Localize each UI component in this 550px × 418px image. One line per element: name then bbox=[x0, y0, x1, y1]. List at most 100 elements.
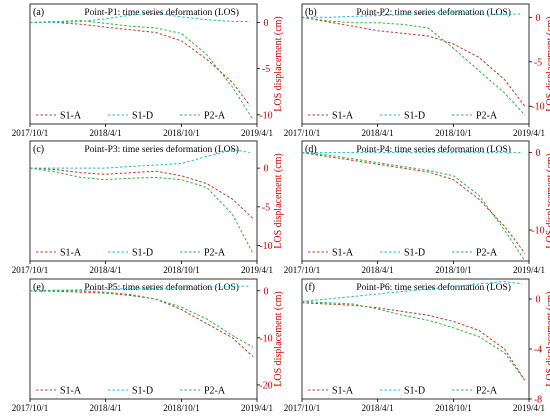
legend-label-s1-d: S1-D bbox=[132, 248, 153, 259]
panel-title: Point-P3: time series deformation (LOS) bbox=[84, 144, 239, 155]
legend-label-s1-a: S1-A bbox=[60, 386, 82, 397]
x-tick-label: 2018/4/1 bbox=[90, 128, 122, 138]
plot-frame bbox=[29, 3, 258, 125]
y-axis-label: LOS displacement (cm) bbox=[545, 16, 550, 112]
series-line-p2-a bbox=[29, 289, 254, 348]
x-tick-label: 2018/4/1 bbox=[362, 128, 394, 138]
y-tick-label: -5 bbox=[534, 57, 542, 68]
legend-label-s1-d: S1-D bbox=[404, 248, 425, 259]
x-tick-label: 2017/10/1 bbox=[284, 403, 321, 413]
series-line-s1-a bbox=[301, 16, 526, 107]
x-tick-label: 2018/10/1 bbox=[163, 128, 200, 138]
plot-frame bbox=[301, 3, 530, 125]
legend-label-s1-a: S1-A bbox=[60, 111, 82, 122]
x-tick-label: 2017/10/1 bbox=[12, 128, 49, 138]
chart-panel-4: 2017/10/1 2018/4/1 2018/10/1 2019/4/1 0 -10 LO… bbox=[284, 140, 550, 275]
plot-frame bbox=[301, 278, 530, 400]
y-tick-label: -10 bbox=[531, 102, 544, 113]
series-line-s1-a bbox=[29, 290, 254, 357]
legend-label-s1-a: S1-A bbox=[60, 248, 82, 259]
series-line-p2-a bbox=[29, 167, 254, 254]
y-tick-label: 0 bbox=[264, 286, 269, 297]
panel-title: Point-P6: time series deformation (LOS) bbox=[356, 282, 511, 293]
x-tick-label: 2019/4/1 bbox=[513, 403, 545, 413]
panel-label: (a) bbox=[33, 7, 44, 18]
series-line-s1-d bbox=[302, 11, 522, 18]
x-tick-label: 2017/10/1 bbox=[12, 403, 49, 413]
y-tick-label: 0 bbox=[536, 148, 541, 159]
x-tick-label: 2017/10/1 bbox=[284, 265, 321, 275]
legend-label-p2-a: P2-A bbox=[476, 111, 498, 122]
legend-label-s1-d: S1-D bbox=[404, 386, 425, 397]
panel-label: (b) bbox=[305, 7, 317, 18]
series-line-s1-a bbox=[301, 152, 526, 254]
y-tick-label: -8 bbox=[534, 395, 542, 406]
chart-panel-6: 2017/10/1 2018/4/1 2018/10/1 2019/4/1 0 -4 -8L… bbox=[284, 278, 550, 413]
panel-label: (d) bbox=[305, 144, 317, 155]
series-line-p2-a bbox=[29, 20, 254, 120]
x-tick-label: 2018/4/1 bbox=[90, 265, 122, 275]
panel-label: (e) bbox=[33, 282, 44, 293]
x-tick-label: 2018/4/1 bbox=[90, 403, 122, 413]
x-tick-label: 2018/10/1 bbox=[435, 265, 472, 275]
y-axis-label: LOS displacement (cm) bbox=[273, 16, 284, 112]
y-axis-label: LOS displacement (cm) bbox=[273, 291, 284, 387]
x-tick-label: 2019/4/1 bbox=[241, 128, 273, 138]
x-tick-label: 2018/4/1 bbox=[362, 403, 394, 413]
x-tick-label: 2018/10/1 bbox=[163, 265, 200, 275]
y-tick-label: -20 bbox=[259, 380, 272, 391]
chart-panel-3: 2017/10/1 2018/4/1 2018/10/1 2019/4/1 0 -5 -10… bbox=[12, 140, 284, 275]
legend-label-s1-a: S1-A bbox=[332, 248, 354, 259]
y-tick-label: -5 bbox=[262, 202, 270, 213]
x-tick-label: 2017/10/1 bbox=[12, 265, 49, 275]
x-tick-label: 2019/4/1 bbox=[513, 265, 545, 275]
panel-title: Point-P4: time series deformation (LOS) bbox=[356, 144, 511, 155]
series-line-s1-a bbox=[29, 167, 254, 219]
y-tick-label: -10 bbox=[259, 110, 272, 121]
x-tick-label: 2019/4/1 bbox=[241, 403, 273, 413]
x-tick-label: 2019/4/1 bbox=[513, 128, 545, 138]
y-tick-label: 0 bbox=[536, 13, 541, 24]
series-line-s1-d bbox=[30, 148, 250, 169]
y-tick-label: -10 bbox=[259, 333, 272, 344]
y-tick-label: -10 bbox=[259, 241, 272, 252]
chart-panel-1: 2017/10/1 2018/4/1 2018/10/1 2019/4/1 0 -5 -10… bbox=[12, 3, 284, 138]
x-tick-label: 2017/10/1 bbox=[284, 128, 321, 138]
panel-label: (f) bbox=[305, 282, 315, 293]
x-tick-label: 2018/10/1 bbox=[163, 403, 200, 413]
chart-panel-2: 2017/10/1 2018/4/1 2018/10/1 2019/4/1 0 -5 -10… bbox=[284, 3, 550, 138]
plot-frame bbox=[29, 140, 258, 262]
series-line-s1-d bbox=[301, 280, 522, 302]
y-axis-label: LOS displacement (cm) bbox=[273, 153, 284, 249]
legend-label-s1-d: S1-D bbox=[404, 111, 425, 122]
legend-label-s1-d: S1-D bbox=[132, 111, 153, 122]
y-tick-label: -4 bbox=[534, 345, 542, 356]
y-tick-label: -5 bbox=[262, 64, 270, 75]
series-line-s1-a bbox=[30, 22, 251, 106]
plot-frame bbox=[301, 140, 530, 262]
series-line-s1-d bbox=[30, 12, 250, 23]
legend-label-p2-a: P2-A bbox=[204, 386, 226, 397]
panel-label: (c) bbox=[33, 144, 44, 155]
legend-label-p2-a: P2-A bbox=[476, 248, 498, 259]
y-axis-label: LOS displacement (cm) bbox=[545, 153, 550, 249]
legend-label-p2-a: P2-A bbox=[204, 248, 226, 259]
x-tick-label: 2019/4/1 bbox=[241, 265, 273, 275]
y-tick-label: -10 bbox=[531, 226, 544, 237]
plot-frame bbox=[29, 278, 258, 400]
x-tick-label: 2018/10/1 bbox=[435, 128, 472, 138]
y-tick-label: 0 bbox=[264, 18, 269, 29]
y-axis-label: LOS displacement (cm) bbox=[545, 291, 550, 387]
series-line-p2-a bbox=[301, 16, 526, 116]
series-line-p2-a bbox=[301, 152, 526, 262]
legend-label-p2-a: P2-A bbox=[476, 386, 498, 397]
chart-panel-5: 2017/10/1 2018/4/1 2018/10/1 2019/4/1 0 -10 -2… bbox=[12, 278, 284, 413]
series-line-s1-a bbox=[301, 302, 526, 381]
legend-label-s1-d: S1-D bbox=[132, 386, 153, 397]
legend-label-s1-a: S1-A bbox=[332, 386, 354, 397]
legend-label-p2-a: P2-A bbox=[204, 111, 226, 122]
x-tick-label: 2018/10/1 bbox=[435, 403, 472, 413]
y-tick-label: 0 bbox=[536, 295, 541, 306]
series-line-p2-a bbox=[301, 301, 526, 381]
